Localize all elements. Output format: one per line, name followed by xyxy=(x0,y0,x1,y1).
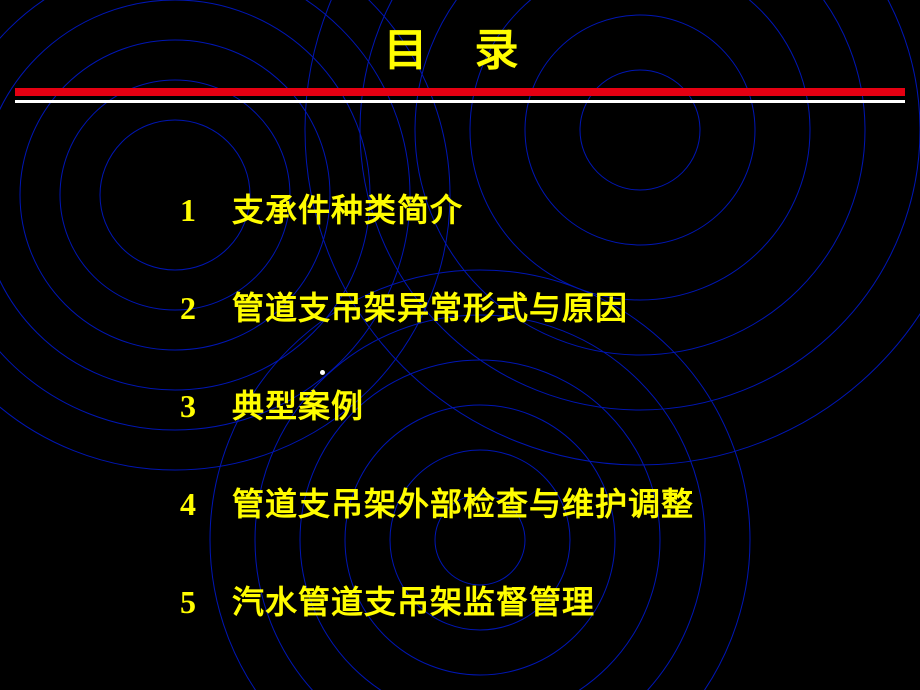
list-item-number: 4 xyxy=(180,486,232,523)
page-title: 目 录 xyxy=(0,0,920,78)
list-item-text: 支承件种类简介 xyxy=(232,185,463,231)
list-item-text: 典型案例 xyxy=(232,381,364,427)
title-divider xyxy=(0,88,920,103)
toc-list: 1 支承件种类简介 2 管道支吊架异常形式与原因 3 典型案例 4 管道支吊架外… xyxy=(0,185,920,623)
divider-white xyxy=(15,100,905,103)
list-item-text: 汽水管道支吊架监督管理 xyxy=(232,577,595,623)
slide-content: 目 录 1 支承件种类简介 2 管道支吊架异常形式与原因 3 典型案例 4 管道… xyxy=(0,0,920,690)
list-item: 1 支承件种类简介 xyxy=(180,185,920,231)
center-dot xyxy=(320,370,325,375)
list-item-number: 2 xyxy=(180,290,232,327)
list-item-number: 5 xyxy=(180,584,232,621)
list-item: 4 管道支吊架外部检查与维护调整 xyxy=(180,479,920,525)
list-item: 3 典型案例 xyxy=(180,381,920,427)
list-item: 2 管道支吊架异常形式与原因 xyxy=(180,283,920,329)
list-item-number: 1 xyxy=(180,192,232,229)
divider-red xyxy=(15,88,905,96)
list-item-number: 3 xyxy=(180,388,232,425)
list-item-text: 管道支吊架异常形式与原因 xyxy=(232,283,628,329)
list-item: 5 汽水管道支吊架监督管理 xyxy=(180,577,920,623)
list-item-text: 管道支吊架外部检查与维护调整 xyxy=(232,479,694,525)
